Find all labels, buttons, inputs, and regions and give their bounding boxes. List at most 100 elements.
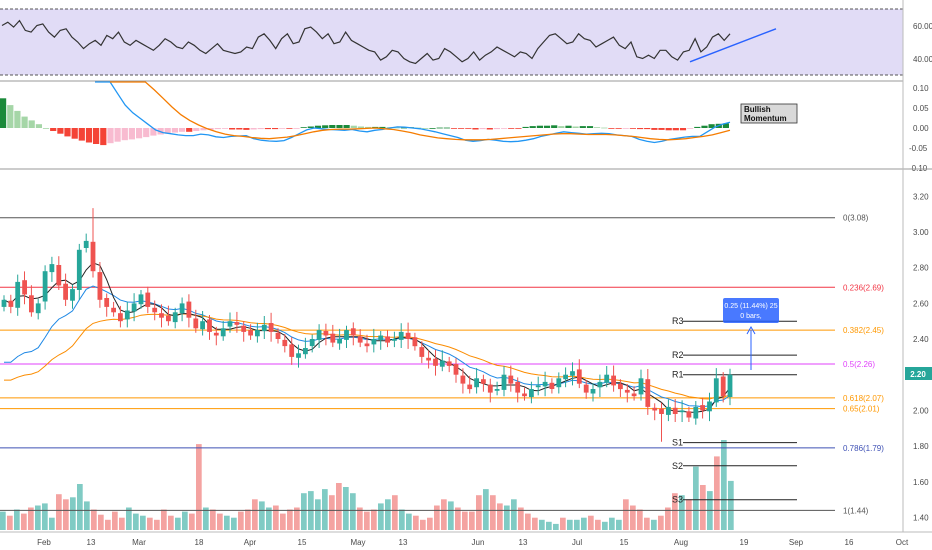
price-range-measure[interactable]: 0.25 (11.44%) 25 0 bars, — [723, 298, 779, 370]
pivot-label: R3 — [672, 316, 684, 326]
volume-bar — [462, 511, 468, 530]
candle-body — [49, 264, 55, 273]
macd-histogram-bar — [229, 128, 236, 130]
volume-bar — [497, 503, 503, 530]
time-axis[interactable]: Feb 13 Mar 18 Apr 15 May 13 Jun 13 Jul 15 Aug 19 Sep 16… — [37, 538, 909, 547]
macd-histogram-bar — [529, 126, 536, 128]
price-panel[interactable]: 0(3.08) 0.236(2.69) 0.382(2.45) 0.5(2.26) 0.… — [0, 192, 932, 530]
candle-body — [179, 303, 185, 314]
volume-bar — [679, 495, 685, 530]
volume-bar — [14, 509, 20, 530]
candle-body — [563, 374, 568, 380]
volume-bar — [147, 517, 153, 530]
price-tick-label: 3.00 — [913, 228, 929, 237]
macd-histogram-bar — [558, 126, 565, 128]
macd-histogram-bar — [85, 128, 93, 143]
macd-histogram-bar — [379, 126, 386, 128]
macd-histogram-bar — [35, 124, 42, 128]
volume-bar — [329, 495, 335, 530]
bullish-momentum-line1: Bullish — [744, 105, 771, 114]
time-tick-label: 15 — [620, 538, 629, 547]
candle-body — [570, 371, 575, 376]
macd-histogram-bar — [93, 128, 100, 144]
candle-body — [166, 315, 171, 322]
signal-line — [110, 81, 731, 141]
candle-body — [672, 407, 678, 414]
volume-bar — [238, 511, 244, 530]
candle-body — [419, 347, 425, 357]
fib-level-label: 0.786(1.79) — [843, 444, 884, 453]
volume-bar — [231, 517, 237, 530]
macd-histogram-bar — [300, 127, 307, 128]
volume-bar — [602, 521, 608, 530]
macd-histogram-bar — [522, 126, 529, 128]
fib-retracement[interactable]: 0(3.08) 0.236(2.69) 0.382(2.45) 0.5(2.26) 0.… — [0, 214, 884, 516]
fib-level-label: 0.236(2.69) — [843, 283, 884, 292]
candle-body — [213, 332, 219, 336]
volume-bar — [28, 507, 34, 530]
candle-body — [508, 375, 514, 384]
macd-panel[interactable]: Bullish Momentum 0.10 0.05 0.00 -0.05 -0… — [0, 81, 929, 173]
macd-histogram-bar — [443, 127, 450, 129]
rsi-panel[interactable]: 60.00 40.00 — [0, 8, 932, 76]
candle-body — [371, 339, 377, 345]
measure-label-box — [723, 298, 779, 323]
candle-body — [385, 336, 390, 343]
macd-histogram-bar — [50, 128, 57, 131]
macd-histogram-bar — [472, 128, 479, 130]
candle-body — [63, 283, 68, 300]
volume-bar — [448, 501, 454, 530]
volume-bar — [371, 509, 377, 530]
macd-histogram-bar — [136, 128, 143, 139]
time-tick-label: Mar — [132, 538, 146, 547]
candle-body — [357, 336, 363, 343]
rsi-trendline[interactable] — [689, 28, 777, 63]
candle-body — [529, 389, 534, 397]
candle-body — [638, 378, 644, 395]
volume-bar — [693, 466, 699, 530]
candle-body — [713, 378, 719, 403]
macd-histogram-bar — [286, 128, 293, 129]
volume-bar — [189, 513, 195, 530]
volume-bar — [49, 517, 55, 530]
volume-bar — [245, 509, 251, 530]
candle-body — [460, 375, 466, 384]
candle-body — [467, 384, 473, 390]
volume-bar — [399, 509, 405, 530]
candle-body — [200, 321, 205, 330]
rsi-tick-60: 60.00 — [913, 22, 932, 31]
volume-bar — [161, 509, 167, 530]
candle-body — [56, 265, 62, 286]
macd-histogram-bar — [343, 125, 350, 128]
macd-histogram-bar — [64, 128, 71, 137]
volume-bar — [595, 519, 601, 530]
time-tick-label: 13 — [399, 538, 408, 547]
price-tick-label: 1.80 — [913, 442, 929, 451]
candle-body — [282, 339, 288, 347]
macd-histogram-bar — [350, 125, 357, 128]
macd-histogram-bar — [637, 128, 644, 130]
macd-histogram-bar — [701, 125, 708, 128]
pivot-points[interactable]: R3 R2 R1 S1 S2 S3 — [672, 316, 797, 505]
macd-histogram-bar — [100, 128, 107, 146]
candle-body — [590, 389, 596, 394]
volume-bar — [623, 499, 629, 530]
bullish-momentum-label[interactable]: Bullish Momentum — [740, 103, 798, 124]
macd-histogram-bar — [272, 128, 279, 130]
macd-histogram-bar — [250, 128, 257, 130]
candle-body — [76, 249, 82, 290]
macd-histogram-bar — [186, 128, 193, 132]
rsi-band — [0, 9, 903, 75]
macd-histogram-bar — [501, 128, 508, 129]
macd-histogram-bar — [264, 128, 271, 130]
volume-bar — [140, 515, 146, 530]
macd-histogram-bar — [422, 128, 429, 129]
macd-histogram-bar — [78, 128, 85, 141]
candle-body — [446, 361, 452, 366]
macd-histogram-bar — [651, 128, 658, 130]
volume-bar — [609, 517, 615, 530]
candle-body — [597, 381, 603, 388]
volume-bar — [287, 509, 293, 530]
volume-bar — [21, 513, 27, 530]
